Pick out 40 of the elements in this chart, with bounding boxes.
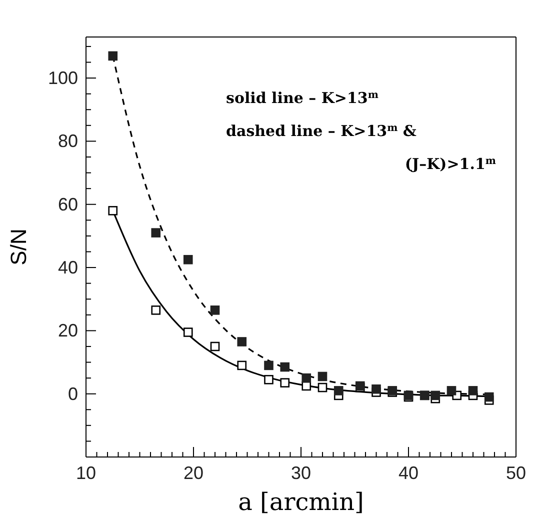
point — [237, 337, 247, 346]
x-axis-title: a [arcmin] — [238, 488, 364, 516]
point — [302, 381, 312, 391]
point — [210, 306, 220, 315]
point — [210, 342, 220, 352]
x-tick-label: 50 — [506, 463, 526, 483]
x-tick-label: 40 — [398, 463, 419, 483]
point — [446, 386, 456, 396]
point — [334, 386, 344, 396]
y-tick-label: 20 — [58, 320, 78, 341]
point — [151, 228, 161, 238]
point — [484, 392, 494, 402]
point — [280, 362, 290, 372]
y-tick-label: 100 — [48, 68, 78, 88]
point — [280, 378, 290, 388]
x-tick-label: 20 — [183, 463, 204, 483]
point — [318, 372, 328, 382]
y-tick-label: 80 — [58, 131, 78, 152]
y-tick-label: 40 — [58, 258, 78, 278]
y-axis-title: S/N — [6, 228, 31, 266]
point — [430, 390, 440, 400]
point — [183, 254, 193, 264]
point — [372, 384, 381, 394]
point — [302, 373, 312, 383]
point — [108, 51, 118, 61]
point — [264, 360, 274, 370]
y-tick-label: 0 — [68, 384, 78, 404]
x-tick-label: 10 — [76, 463, 96, 483]
point — [151, 306, 161, 315]
point — [264, 374, 274, 384]
annotation: (J–K)>1.1$^{m}$ — [404, 155, 496, 173]
point — [318, 382, 328, 392]
annotation: solid line – K>13$^{m}$ — [226, 89, 379, 107]
point — [183, 328, 193, 337]
y-tick-label: 60 — [58, 194, 78, 214]
point — [108, 206, 118, 216]
x-tick-label: 30 — [290, 463, 312, 483]
point — [468, 386, 478, 396]
point — [237, 360, 247, 370]
annotation: dashed line – K>13$^{m}$ & — [226, 122, 417, 140]
